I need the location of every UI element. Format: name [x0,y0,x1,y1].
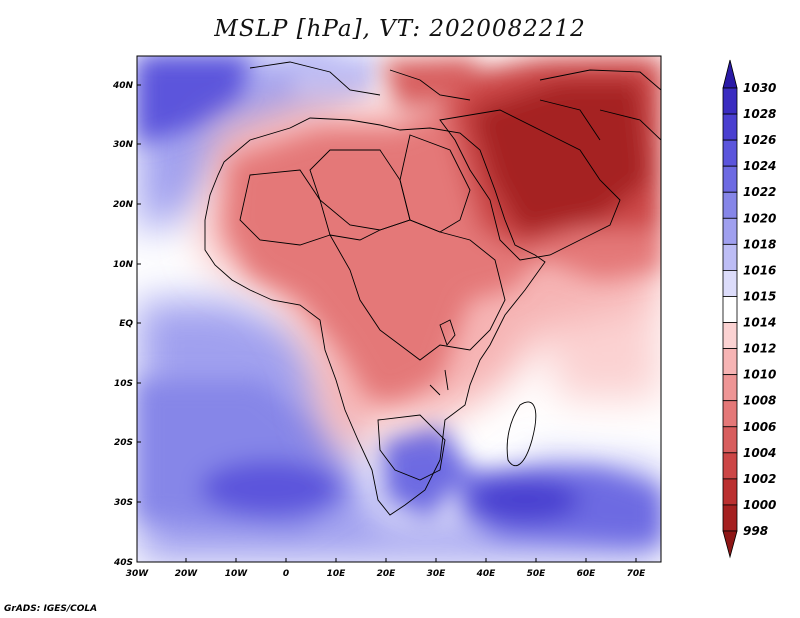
pressure-field [137,56,661,562]
colorbar-label: 1030 [743,81,776,95]
colorbar-box [722,165,738,193]
lon-label: 50E [527,569,547,579]
colorbar-box [722,452,738,480]
lon-label: 40E [476,569,497,579]
colorbar-box [722,400,738,428]
colorbar-box [722,348,738,376]
lat-label: 10N [113,260,134,270]
colorbar-label: 1004 [743,446,776,460]
colorbar-box [722,504,738,532]
colorbar-box [722,426,738,454]
lat-label: EQ [119,319,133,329]
colorbar-box [722,217,738,245]
lon-label: 10W [225,569,249,579]
lon-axis: 30W 20W 10W 0 10E 20E 30E 40E 50E 60E 70… [126,569,646,579]
colorbar-label: 1015 [743,289,776,303]
colorbar-label: 1026 [743,133,776,147]
colorbar-label: 1020 [743,211,776,225]
colorbar-label: 998 [743,524,768,538]
lon-label: 30E [427,569,447,579]
colorbar-label: 1022 [743,185,776,199]
credit-text: GrADS: IGES/COLA [4,604,98,614]
colorbar-label: 1010 [743,368,776,382]
colorbar-box [722,374,738,402]
colorbar-box [722,139,738,167]
colorbar-box [722,243,738,271]
lat-label: 10S [114,379,133,389]
lat-label: 40S [113,558,133,568]
colorbar-label: 1000 [743,498,776,512]
lon-label: 10E [327,569,347,579]
colorbar-label: 1014 [743,316,776,330]
colorbar-label: 1002 [743,472,776,486]
lat-axis: 40N 30N 20N 10N EQ 10S 20S 30S 40S [112,81,134,568]
lon-label: 20W [175,569,199,579]
colorbar-box [722,191,738,219]
colorbar-box [722,296,738,323]
coastlines [204,61,661,516]
tick-marks [137,84,637,562]
lat-label: 30S [114,498,133,508]
lon-label: 30W [126,569,150,579]
lon-label: 60E [577,569,597,579]
lon-label: 20E [377,569,397,579]
map-title: MSLP [hPa], VT: 2020082212 [214,16,586,42]
lon-label: 0 [283,569,289,579]
lat-label: 20N [113,200,134,210]
colorbar-box [722,478,738,506]
colorbar-label: 1006 [743,420,776,434]
colorbar-label: 1028 [743,107,776,121]
colorbar-top-triangle [722,59,738,89]
lon-label: 70E [627,569,647,579]
lat-label: 30N [113,140,134,150]
lat-label: 40N [112,81,134,91]
plot-frame [136,55,662,563]
colorbar-box [722,113,738,141]
colorbar: 1030 1028 1026 1024 1022 1020 1018 1016 1015 1014… [722,59,776,559]
colorbar-label: 1018 [743,237,776,251]
lat-label: 20S [114,438,133,448]
colorbar-label: 1008 [743,394,776,408]
colorbar-label: 1012 [743,342,776,356]
colorbar-box [722,87,738,115]
colorbar-label: 1024 [743,159,776,173]
colorbar-label: 1016 [743,263,776,277]
colorbar-box [722,322,738,349]
colorbar-bottom-triangle [722,530,738,559]
colorbar-box [722,270,738,297]
